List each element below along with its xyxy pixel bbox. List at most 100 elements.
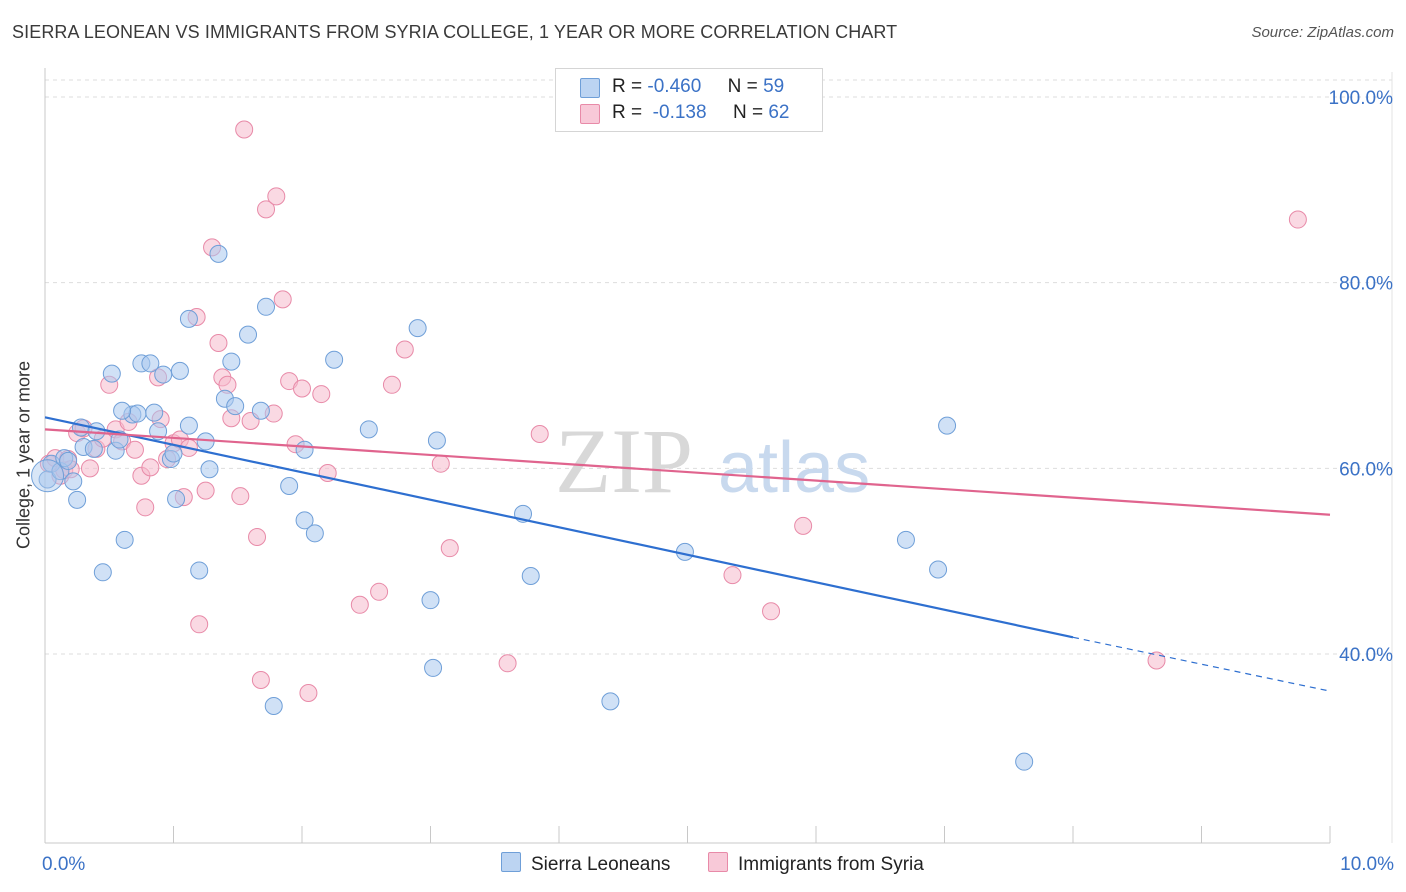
data-point-syria	[395, 340, 414, 359]
data-point-syria	[190, 615, 209, 634]
data-point-sierra-leonean	[295, 511, 314, 530]
stats-legend: R = -0.460 N = 59 R = -0.138 N = 62	[555, 68, 823, 132]
source-label: Source: ZipAtlas.com	[1251, 24, 1394, 41]
legend-n-label: N =	[727, 76, 758, 97]
data-point-sierra-leonean	[421, 591, 440, 610]
bottom-legend-sierra-leoneans: Sierra Leoneans	[501, 852, 670, 876]
data-point-syria	[530, 424, 549, 443]
legend-swatch-pink	[580, 104, 600, 124]
axes	[44, 68, 1331, 844]
trend-line-sierra-leoneans-extension	[1072, 636, 1331, 692]
data-point-sierra-leonean	[929, 560, 948, 579]
data-point-sierra-leonean	[521, 567, 540, 586]
data-point-syria	[125, 440, 144, 459]
data-point-sierra-leonean	[145, 403, 164, 422]
data-point-sierra-leonean	[305, 524, 324, 543]
bottom-legend-swatch-blue	[501, 852, 521, 872]
data-point-syria	[382, 375, 401, 394]
data-point-sierra-leonean	[938, 416, 957, 435]
x-tick-label: 10.0%	[1340, 854, 1394, 875]
data-point-sierra-leonean	[164, 444, 183, 463]
data-point-sierra-leonean	[128, 404, 147, 423]
data-point-sierra-leonean	[179, 309, 198, 328]
data-point-sierra-leonean	[102, 364, 121, 383]
data-point-sierra-leonean	[200, 460, 219, 479]
grid-lines	[45, 72, 1393, 843]
data-point-sierra-leonean	[190, 561, 209, 580]
data-point-sierra-leonean	[251, 401, 270, 420]
data-point-syria	[293, 379, 311, 398]
bottom-legend-label: Sierra Leoneans	[531, 854, 671, 875]
tick-labels: 100.0% 80.0% 60.0% 40.0% 0.0% 10.0%	[42, 88, 1394, 875]
data-point-sierra-leonean	[113, 401, 132, 420]
watermark-atlas: atlas	[718, 428, 870, 508]
data-point-sierra-leonean	[427, 431, 446, 450]
data-point-sierra-leonean	[424, 658, 443, 677]
data-point-sierra-leonean	[264, 696, 283, 715]
data-point-sierra-leonean	[222, 352, 241, 371]
data-point-sierra-leonean	[239, 325, 258, 344]
y-tick-label: 40.0%	[1339, 645, 1393, 666]
data-point-syria	[1147, 651, 1166, 670]
data-point-syria	[231, 487, 250, 506]
data-point-sierra-leonean	[167, 489, 186, 508]
x-tick-label: 0.0%	[42, 854, 85, 875]
chart-title: SIERRA LEONEAN VS IMMIGRANTS FROM SYRIA …	[12, 22, 898, 42]
data-point-sierra-leonean	[87, 422, 106, 441]
legend-n-label: N =	[732, 102, 764, 123]
data-point-sierra-leonean	[408, 319, 427, 338]
data-point-syria	[248, 528, 267, 547]
data-point-sierra-leonean-cluster	[31, 459, 65, 493]
watermark: ZIP atlas	[555, 410, 870, 512]
data-point-syria	[141, 458, 160, 477]
y-axis-label: College, 1 year or more	[13, 360, 34, 550]
data-point-syria	[235, 120, 254, 139]
legend-n-value: 62	[768, 102, 790, 123]
data-point-sierra-leonean	[149, 422, 168, 441]
data-point-syria	[498, 654, 517, 673]
data-point-sierra-leonean	[141, 354, 160, 373]
data-point-sierra-leonean	[226, 397, 245, 416]
data-point-syria	[312, 385, 331, 404]
bottom-legend-label: Immigrants from Syria	[738, 854, 924, 875]
bottom-legend-swatch-pink	[708, 852, 728, 872]
data-point-syria	[80, 459, 99, 478]
data-point-syria	[273, 290, 292, 309]
data-point-syria	[196, 481, 215, 500]
y-tick-label: 100.0%	[1329, 88, 1394, 109]
data-point-syria	[370, 582, 389, 601]
data-point-sierra-leonean	[601, 692, 620, 711]
data-point-syria	[440, 539, 459, 558]
data-point-sierra-leonean	[93, 563, 112, 582]
watermark-zip: ZIP	[555, 410, 693, 512]
trend-line-sierra-leoneans	[44, 416, 1074, 639]
y-tick-label: 80.0%	[1339, 274, 1393, 295]
data-point-sierra-leonean	[359, 420, 378, 439]
data-point-sierra-leonean	[170, 361, 189, 380]
data-point-syria	[794, 516, 813, 535]
data-point-sierra-leonean	[295, 440, 314, 459]
trend-lines	[44, 416, 1331, 692]
data-point-sierra-leonean	[64, 472, 83, 491]
data-point-sierra-leonean	[1015, 752, 1034, 771]
data-point-syria	[257, 200, 276, 219]
data-point-syria	[1288, 210, 1307, 229]
legend-r-value: -0.138	[652, 102, 707, 123]
data-point-syria	[251, 670, 270, 689]
data-point-sierra-leonean	[59, 451, 78, 470]
data-point-sierra-leonean	[68, 490, 87, 509]
data-point-syria	[267, 187, 286, 206]
data-point-sierra-leonean	[280, 476, 299, 495]
legend-n-value: 59	[763, 76, 785, 97]
data-point-sierra-leonean	[179, 416, 198, 435]
legend-r-value: -0.460	[647, 76, 702, 97]
legend-swatch-blue	[580, 78, 600, 98]
bottom-legend-syria: Immigrants from Syria	[708, 852, 924, 876]
data-point-sierra-leonean	[209, 244, 228, 263]
y-tick-label: 60.0%	[1339, 459, 1393, 480]
series-sierra-leonean-points	[31, 244, 1034, 771]
data-point-sierra-leonean	[325, 350, 344, 369]
data-point-syria	[350, 595, 369, 614]
data-point-sierra-leonean	[84, 439, 103, 458]
